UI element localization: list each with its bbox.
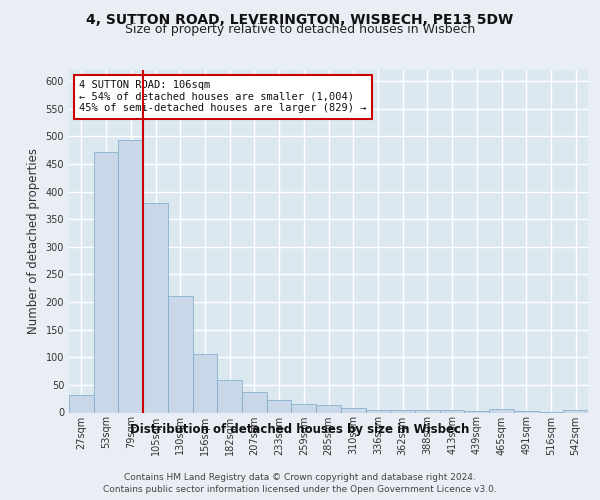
Y-axis label: Number of detached properties: Number of detached properties xyxy=(27,148,40,334)
Text: 4, SUTTON ROAD, LEVERINGTON, WISBECH, PE13 5DW: 4, SUTTON ROAD, LEVERINGTON, WISBECH, PE… xyxy=(86,12,514,26)
Bar xyxy=(217,380,242,412)
Text: 4 SUTTON ROAD: 106sqm
← 54% of detached houses are smaller (1,004)
45% of semi-d: 4 SUTTON ROAD: 106sqm ← 54% of detached … xyxy=(79,80,367,114)
Text: Distribution of detached houses by size in Wisbech: Distribution of detached houses by size … xyxy=(130,422,470,436)
Bar xyxy=(94,152,118,412)
Bar xyxy=(316,406,341,412)
Bar xyxy=(267,400,292,412)
Bar xyxy=(69,395,94,412)
Text: Contains public sector information licensed under the Open Government Licence v3: Contains public sector information licen… xyxy=(103,485,497,494)
Bar xyxy=(440,410,464,412)
Bar xyxy=(168,296,193,412)
Bar xyxy=(390,410,415,412)
Text: Contains HM Land Registry data © Crown copyright and database right 2024.: Contains HM Land Registry data © Crown c… xyxy=(124,472,476,482)
Bar xyxy=(193,354,217,412)
Bar xyxy=(415,410,440,412)
Bar xyxy=(143,202,168,412)
Bar xyxy=(489,409,514,412)
Text: Size of property relative to detached houses in Wisbech: Size of property relative to detached ho… xyxy=(125,24,475,36)
Bar xyxy=(563,410,588,412)
Bar xyxy=(292,404,316,412)
Bar xyxy=(242,392,267,412)
Bar xyxy=(341,408,365,412)
Bar xyxy=(118,140,143,412)
Bar xyxy=(464,411,489,412)
Bar xyxy=(365,410,390,412)
